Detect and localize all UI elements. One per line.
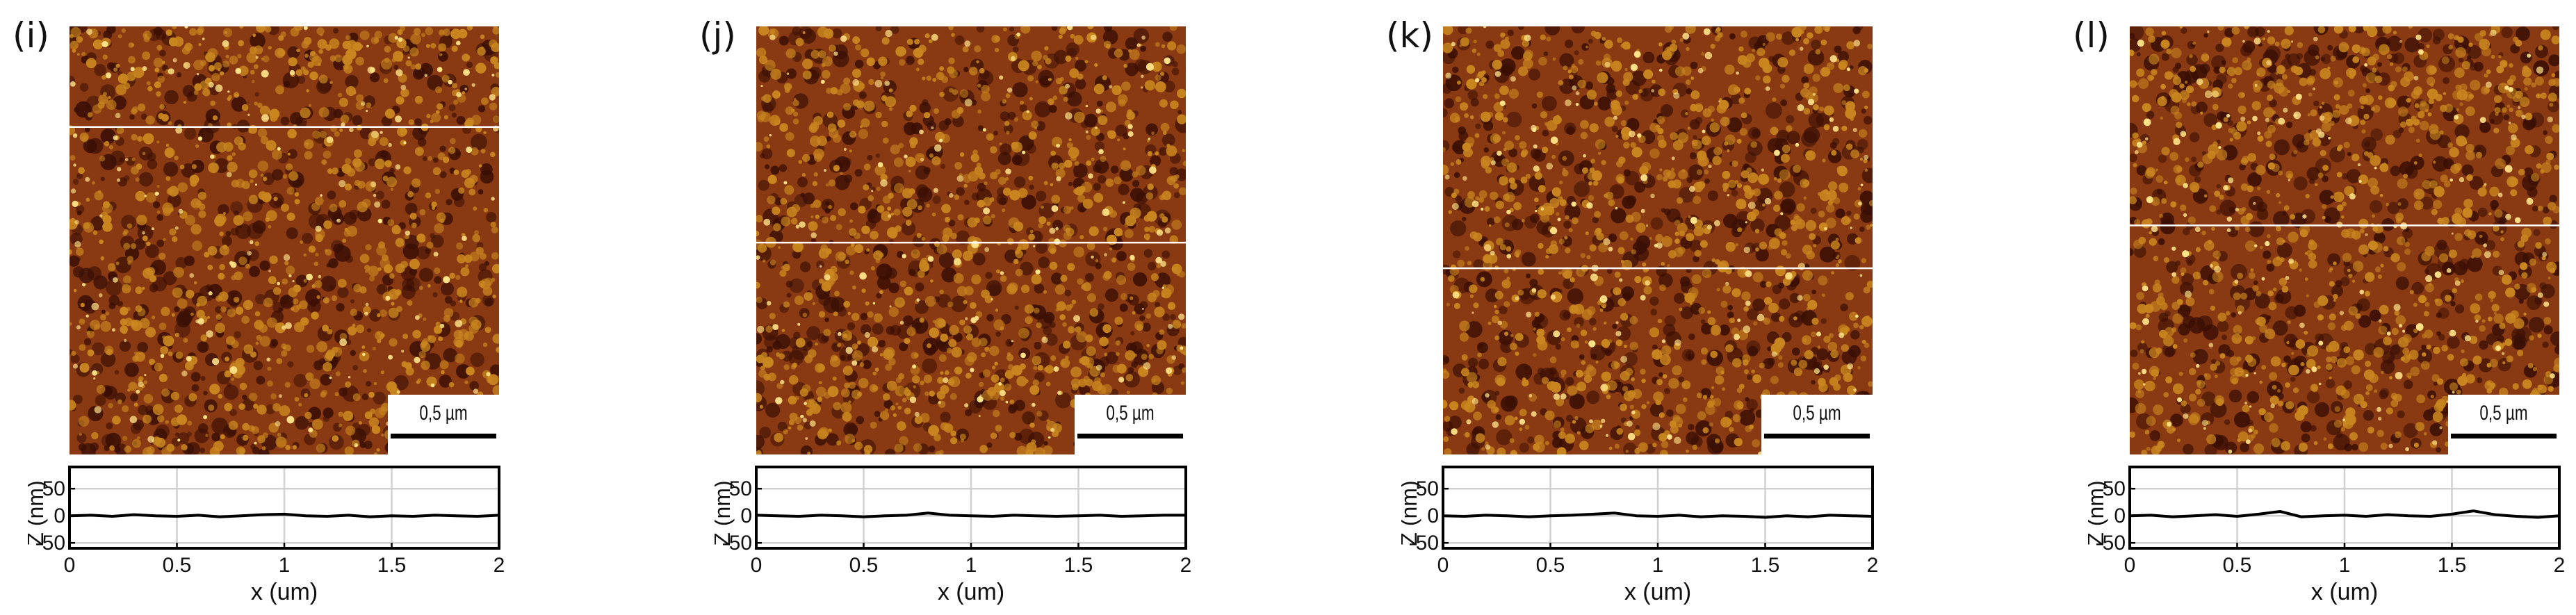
x-tick-label: 1.5 (377, 554, 407, 577)
scale-bar-line (1764, 434, 1870, 438)
x-tick-label: 0 (1437, 554, 1449, 577)
x-tick-label: 0.5 (163, 554, 192, 577)
x-axis-label: x (um) (251, 579, 318, 605)
scale-bar-label: 0,5 µm (2479, 402, 2528, 425)
x-tick-label: 1 (1652, 554, 1664, 577)
y-tick-label: -50 (722, 532, 752, 555)
y-tick-label: 50 (2103, 477, 2126, 500)
profile-line-series (69, 512, 500, 518)
x-axis-label: x (um) (938, 579, 1004, 605)
x-axis-label: x (um) (2311, 579, 2378, 605)
afm-texture (756, 26, 1186, 454)
scale-bar-line (391, 434, 496, 438)
grid (2128, 467, 2561, 548)
y-tick-label: -50 (2096, 532, 2126, 555)
scale-bar: 0,5 µm (1761, 395, 1873, 454)
scale-bar-label: 0,5 µm (419, 402, 468, 425)
x-tick-label: 0 (751, 554, 763, 577)
profile-line-series (756, 511, 1186, 518)
afm-texture (70, 26, 499, 454)
afm-texture (2130, 26, 2559, 454)
profile-line-series (1442, 511, 1873, 519)
x-tick-label: 0 (2124, 554, 2136, 577)
afm-image (1443, 26, 1873, 454)
x-tick-label: 0.5 (2223, 554, 2252, 577)
x-axis-label: x (um) (1624, 579, 1691, 605)
scale-bar: 0,5 µm (1075, 395, 1186, 454)
y-tick-label: 0 (2114, 505, 2126, 527)
afm-image (756, 26, 1186, 454)
scale-bar-line (1077, 434, 1183, 438)
grid (1442, 467, 1874, 548)
x-tick-label: 1 (279, 554, 291, 577)
afm-image (70, 26, 499, 454)
x-tick-label: 2 (494, 554, 505, 577)
y-tick-label: -50 (35, 532, 65, 555)
x-tick-label: 0 (64, 554, 76, 577)
scale-bar-line (2451, 434, 2557, 438)
grid (68, 467, 500, 548)
y-axis-label: Z (nm) (715, 480, 735, 546)
x-tick-label: 1.5 (1064, 554, 1093, 577)
panel-label: (j) (699, 15, 736, 56)
afm-texture (1443, 26, 1873, 454)
scale-bar: 0,5 µm (2448, 395, 2559, 454)
scale-bar-label: 0,5 µm (1106, 402, 1155, 425)
afm-grains (70, 26, 499, 454)
x-tick-label: 1 (965, 554, 977, 577)
y-axis-label: Z (nm) (1401, 480, 1421, 546)
y-tick-label: -50 (1409, 532, 1439, 555)
x-tick-label: 2 (1867, 554, 1879, 577)
panel-label: (i) (13, 15, 49, 56)
x-tick-label: 2 (1180, 554, 1192, 577)
y-tick-label: 0 (1427, 505, 1439, 527)
grid (755, 467, 1187, 548)
x-tick-label: 0.5 (1536, 554, 1565, 577)
x-tick-label: 2 (2554, 554, 2566, 577)
panel-label: (l) (2073, 15, 2110, 56)
x-tick-label: 0.5 (849, 554, 879, 577)
y-axis-label: Z (nm) (28, 480, 48, 546)
profile-line-series (2129, 509, 2560, 519)
x-tick-label: 1.5 (2438, 554, 2467, 577)
panel-label: (k) (1386, 15, 1433, 56)
y-axis-label: Z (nm) (2088, 480, 2108, 546)
y-tick-label: 0 (740, 505, 752, 527)
x-tick-label: 1.5 (1751, 554, 1780, 577)
scale-bar-label: 0,5 µm (1793, 402, 1841, 425)
afm-image (2130, 26, 2559, 454)
y-tick-label: 0 (54, 505, 65, 527)
y-tick-label: 50 (729, 477, 752, 500)
x-tick-label: 1 (2339, 554, 2351, 577)
y-tick-label: 50 (1416, 477, 1439, 500)
scale-bar: 0,5 µm (388, 395, 499, 454)
y-tick-label: 50 (42, 477, 65, 500)
afm-grains (2130, 26, 2559, 454)
